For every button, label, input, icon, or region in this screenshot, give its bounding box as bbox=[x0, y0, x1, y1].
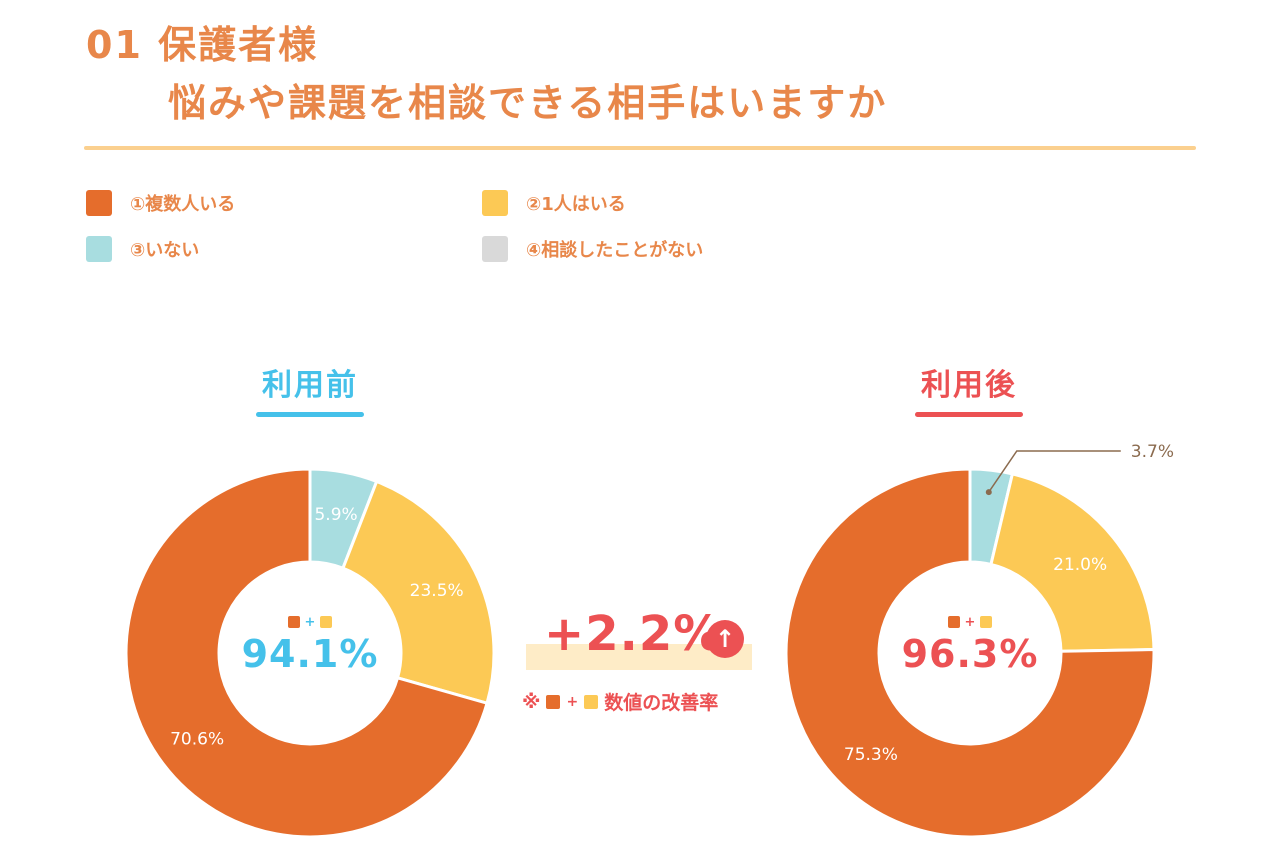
title-line-1: 01 保護者様 bbox=[86, 23, 319, 67]
after-center-value: 96.3% bbox=[901, 632, 1039, 676]
after-data-label-1: 21.0% bbox=[1053, 555, 1107, 575]
legend-swatch-never bbox=[482, 236, 508, 262]
legend-swatch-one bbox=[482, 190, 508, 216]
after-callout-line bbox=[988, 450, 1121, 493]
after-panel-title: 利用後 bbox=[899, 360, 1039, 417]
improvement-callout: +2.2% ↑ ※ + 数値の改善率 bbox=[522, 600, 758, 720]
donut-chart-after: 3.7% 21.0% 75.3% bbox=[784, 442, 1174, 839]
note-swatch-multiple bbox=[546, 694, 561, 709]
legend-swatch-multiple bbox=[86, 190, 112, 216]
donut-chart-before: 5.9% 23.5% 70.6% bbox=[124, 467, 496, 839]
key-plus: + bbox=[964, 614, 976, 630]
after-slice-0 bbox=[784, 467, 1156, 839]
note-plus: + bbox=[566, 693, 579, 710]
legend-item-none: ③いない bbox=[86, 236, 199, 262]
legend-label-never: ④相談したことがない bbox=[526, 240, 704, 261]
before-slice-1 bbox=[341, 479, 496, 706]
key-swatch-one bbox=[980, 616, 993, 628]
after-center-key: + bbox=[870, 614, 1070, 630]
key-plus: + bbox=[304, 614, 316, 630]
improvement-value: +2.2% bbox=[544, 606, 723, 662]
key-swatch-multiple bbox=[947, 616, 960, 628]
title-line-2: 悩みや課題を相談できる相手はいますか bbox=[168, 81, 888, 125]
before-slice-0 bbox=[124, 467, 489, 839]
after-slice-1 bbox=[989, 472, 1156, 653]
before-data-label-1: 23.5% bbox=[410, 581, 464, 601]
legend-item-multiple: ①複数人いる bbox=[86, 190, 235, 216]
after-center: + 96.3% bbox=[870, 614, 1070, 677]
legend-label-none: ③いない bbox=[130, 240, 200, 261]
before-data-label-0: 70.6% bbox=[170, 729, 224, 749]
after-title-underline bbox=[915, 412, 1023, 417]
legend-item-never: ④相談したことがない bbox=[482, 236, 703, 262]
before-title-text: 利用前 bbox=[262, 368, 358, 403]
note-text: 数値の改善率 bbox=[604, 692, 719, 714]
legend-label-one: ②1人はいる bbox=[526, 194, 626, 215]
after-data-label-0: 75.3% bbox=[844, 745, 898, 765]
legend-label-multiple: ①複数人いる bbox=[130, 194, 236, 215]
before-center: + 94.1% bbox=[210, 614, 410, 677]
before-center-key: + bbox=[210, 614, 410, 630]
page-title: 01 保護者様 悩みや課題を相談できる相手はいますか bbox=[86, 16, 887, 132]
improvement-note: ※ + 数値の改善率 bbox=[522, 688, 718, 715]
before-panel-title: 利用前 bbox=[240, 360, 380, 417]
arrow-up-icon: ↑ bbox=[706, 620, 744, 658]
legend-swatch-none bbox=[86, 236, 112, 262]
note-swatch-one bbox=[584, 694, 599, 709]
legend-item-one: ②1人はいる bbox=[482, 190, 626, 216]
note-mark: ※ bbox=[522, 690, 541, 713]
after-data-label-2: 3.7% bbox=[1131, 442, 1174, 462]
before-data-label-2: 5.9% bbox=[314, 505, 357, 525]
title-divider bbox=[84, 146, 1196, 150]
before-title-underline bbox=[256, 412, 364, 417]
after-title-text: 利用後 bbox=[921, 368, 1017, 403]
key-swatch-multiple bbox=[287, 616, 300, 628]
key-swatch-one bbox=[320, 616, 333, 628]
before-center-value: 94.1% bbox=[241, 632, 379, 676]
